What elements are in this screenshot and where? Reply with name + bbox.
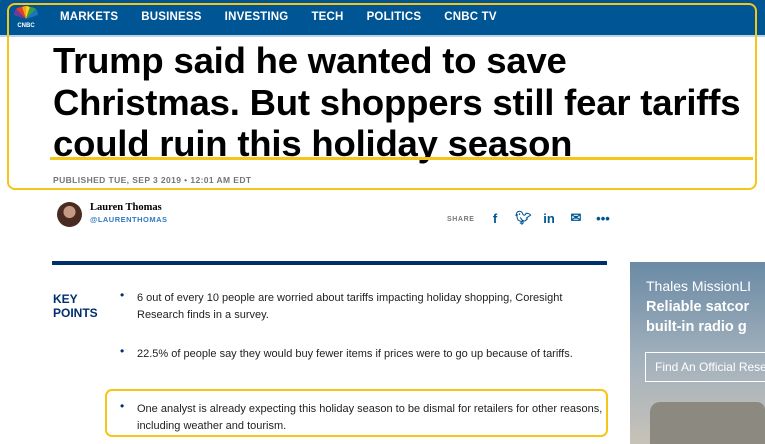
svg-text:CNBC: CNBC [17, 23, 35, 29]
nav-cnbc-tv[interactable]: CNBC TV [444, 11, 497, 23]
nav-investing[interactable]: INVESTING [224, 11, 289, 23]
nav-business[interactable]: BUSINESS [141, 11, 202, 23]
ad-vehicle-image [650, 402, 765, 444]
facebook-icon[interactable]: f [492, 210, 498, 226]
linkedin-icon[interactable]: in [543, 210, 555, 226]
key-points-rule [52, 261, 607, 265]
highlight-box-header [7, 3, 757, 190]
nav-markets[interactable]: MARKETS [60, 11, 119, 23]
nav-tech[interactable]: TECH [311, 11, 344, 23]
author-handle[interactable]: @LAURENTHOMAS [90, 215, 168, 224]
email-icon[interactable]: ✉ [570, 210, 582, 225]
share-label: SHARE [447, 216, 475, 223]
headline: Trump said he wanted to save Christmas. … [53, 40, 741, 164]
twitter-icon[interactable]: 🐦︎ [515, 210, 532, 225]
key-point: 22.5% of people say they would buy fewer… [120, 343, 605, 363]
cnbc-peacock-logo[interactable]: CNBC [10, 5, 42, 29]
headline-underline [50, 157, 753, 160]
author-avatar[interactable] [57, 202, 82, 227]
key-point: 6 out of every 10 people are worried abo… [120, 287, 605, 324]
ad-line: Thales MissionLI [646, 278, 752, 294]
key-points-label: KEY POINTS [53, 292, 98, 320]
published-date: PUBLISHED TUE, SEP 3 2019 • 12:01 AM EDT [53, 175, 252, 185]
more-icon[interactable]: ••• [596, 210, 610, 226]
author-name[interactable]: Lauren Thomas [90, 202, 162, 213]
advertisement[interactable]: Thales MissionLI Reliable satcor built-in… [630, 262, 765, 444]
ad-cta-button[interactable]: Find An Official Rese [645, 352, 765, 382]
ad-headline: Reliable satcor built-in radio g [646, 299, 750, 335]
key-point: One analyst is already expecting this ho… [120, 398, 605, 435]
highlight-box-key-point [105, 389, 608, 437]
top-nav: CNBC MARKETS BUSINESS INVESTING TECH POL… [0, 0, 765, 37]
nav-politics[interactable]: POLITICS [366, 11, 422, 23]
